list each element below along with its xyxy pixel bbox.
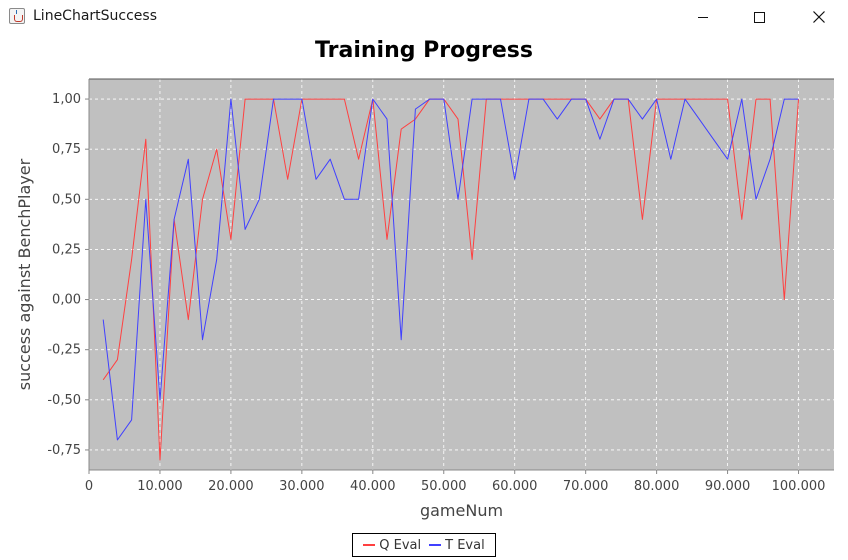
maximize-icon (753, 11, 765, 23)
x-tick-label: 30.000 (279, 479, 325, 494)
legend-item-q-eval: Q Eval (363, 538, 421, 553)
y-tick-label: 1,00 (52, 92, 81, 107)
x-tick-label: 50.000 (421, 479, 467, 494)
chart-legend: Q Eval T Eval (352, 533, 496, 557)
x-tick-label: 20.000 (208, 479, 254, 494)
y-tick-label: -0,50 (47, 393, 81, 408)
x-axis-label: gameNum (420, 501, 503, 520)
legend-swatch-q-eval (363, 544, 376, 546)
x-tick-label: 60.000 (492, 479, 538, 494)
plot-area (89, 79, 834, 470)
x-tick-label: 10.000 (137, 479, 183, 494)
close-icon (813, 11, 825, 23)
legend-item-t-eval: T Eval (429, 538, 485, 553)
x-tick-label: 80.000 (634, 479, 680, 494)
y-tick-label: 0,00 (52, 293, 81, 308)
minimize-button[interactable] (680, 0, 726, 34)
x-tick-label: 70.000 (563, 479, 609, 494)
x-tick-label: 90.000 (705, 479, 751, 494)
window-titlebar: LineChartSuccess (0, 0, 848, 34)
maximize-button[interactable] (736, 0, 782, 34)
legend-label-q-eval: Q Eval (379, 537, 422, 553)
series-line-q-eval (102, 98, 799, 461)
y-tick-label: -0,25 (47, 343, 81, 358)
series-line-t-eval (102, 98, 799, 441)
y-tick-label: 0,50 (52, 192, 81, 207)
y-tick-label: 0,25 (52, 242, 81, 257)
close-button[interactable] (796, 0, 842, 34)
window-title: LineChartSuccess (33, 8, 158, 24)
legend-swatch-t-eval (429, 544, 442, 546)
y-tick-label: 0,75 (52, 142, 81, 157)
x-tick-label: 0 (85, 479, 93, 494)
java-cup-icon (9, 8, 25, 24)
chart-title: Training Progress (315, 38, 533, 63)
y-axis-label: success against BenchPlayer (15, 158, 34, 390)
x-tick-label: 40.000 (350, 479, 396, 494)
minimize-icon (698, 16, 708, 18)
x-tick-label: 100.000 (772, 479, 826, 494)
y-tick-label: -0,75 (47, 443, 81, 458)
legend-label-t-eval: T Eval (445, 537, 485, 553)
